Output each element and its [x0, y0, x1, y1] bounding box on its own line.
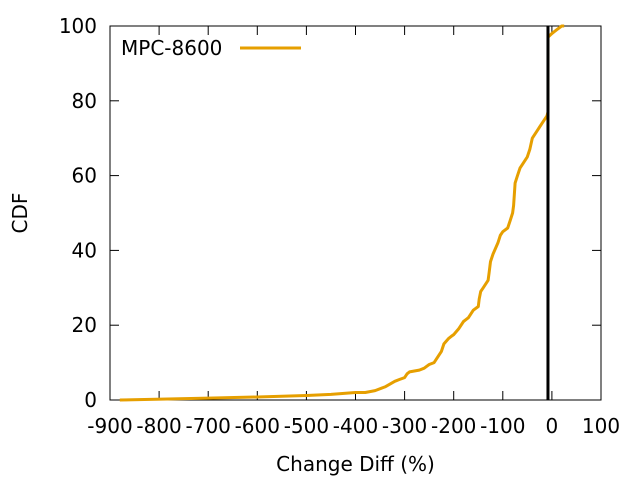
x-tick-label: 0 [546, 414, 559, 438]
series-lines [119, 24, 565, 402]
y-tick-label: 100 [59, 14, 97, 38]
legend-entry-label: MPC-8600 [121, 36, 222, 60]
plot-frame [109, 25, 602, 401]
y-axis-label: CDF [8, 193, 32, 234]
x-tick-label: -400 [333, 414, 378, 438]
y-tick-label: 0 [84, 388, 97, 412]
x-tick-label: -500 [284, 414, 329, 438]
axis-ticks [109, 25, 602, 401]
x-tick-label: -700 [186, 414, 231, 438]
y-tick-label: 60 [72, 164, 97, 188]
y-tick-label: 20 [72, 313, 97, 337]
legend: MPC-8600 [121, 36, 301, 60]
tick-labels: -900 -800 -700 -600 -500 -400 -300 -200 -100 0 100… [59, 14, 620, 438]
y-tick-label: 40 [72, 238, 97, 262]
plot-border [109, 25, 602, 401]
x-tick-label: -200 [431, 414, 476, 438]
x-axis-label: Change Diff (%) [276, 452, 435, 476]
x-tick-label: 100 [582, 414, 620, 438]
series-line [119, 24, 565, 402]
x-tick-label: -300 [382, 414, 427, 438]
x-tick-label: -900 [87, 414, 132, 438]
x-tick-label: -100 [480, 414, 525, 438]
x-tick-label: -800 [136, 414, 181, 438]
y-tick-label: 80 [72, 89, 97, 113]
x-tick-label: -600 [235, 414, 280, 438]
